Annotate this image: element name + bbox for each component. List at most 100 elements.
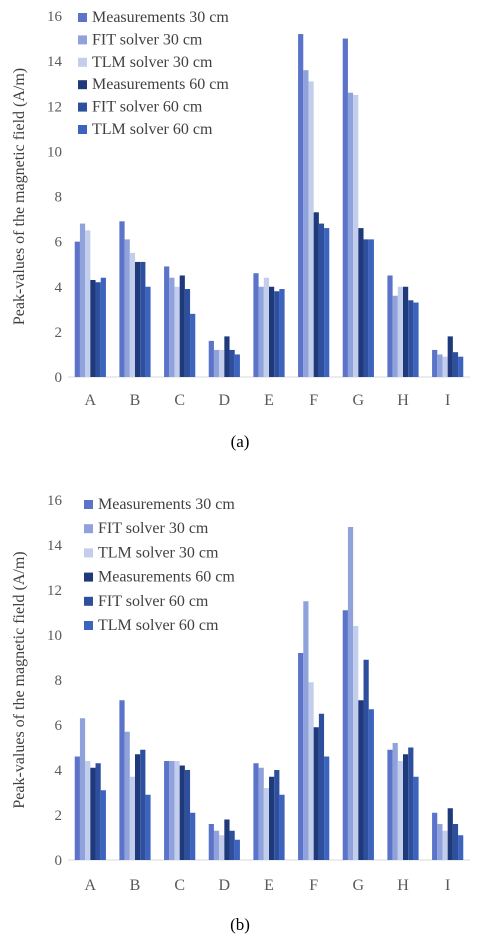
bar-A-series-6 [100, 790, 106, 860]
legend-swatch [84, 524, 93, 534]
x-category-label: H [397, 877, 409, 894]
chart-b: 0 2 4 6 8 10 12 14 16 Peak-values of the magnetic… [11, 493, 470, 934]
bar-E-series-5 [274, 770, 280, 860]
bar-B-series-1 [119, 700, 125, 860]
bar-H-series-4 [403, 754, 409, 860]
legend-swatch [78, 57, 87, 67]
y-tick-label: 6 [55, 718, 63, 734]
bar-A-series-4 [90, 767, 96, 860]
legend-label: FIT solver 60 cm [98, 593, 209, 610]
bar-E-series-6 [279, 794, 285, 860]
bar-A-series-6 [100, 277, 106, 377]
bar-E-series-1 [253, 273, 259, 377]
legend-label: Measurements 30 cm [98, 496, 235, 513]
legend-label: TLM solver 30 cm [92, 54, 213, 71]
y-tick-label: 2 [55, 325, 63, 341]
legend-label: TLM solver 30 cm [98, 544, 219, 561]
bar-G-series-1 [342, 610, 348, 860]
bar-B-series-1 [119, 221, 125, 377]
bar-C-series-3 [174, 286, 180, 377]
bar-H-series-3 [397, 286, 403, 377]
bar-A-series-2 [79, 223, 86, 377]
legend-swatch [84, 621, 93, 630]
legend-swatch [84, 500, 93, 509]
bar-E-series-6 [279, 289, 285, 377]
bar-F-series-1 [298, 653, 304, 860]
bar-H-series-6 [413, 776, 419, 860]
bar-D-series-2 [213, 349, 220, 377]
bar-C-series-6 [190, 313, 196, 377]
x-category-label: A [85, 877, 97, 894]
bar-C-series-1 [164, 761, 170, 860]
x-category-label: H [397, 392, 409, 409]
legend-label: Measurements 60 cm [98, 569, 235, 586]
y-tick-label: 8 [55, 190, 63, 206]
bar-I-series-5 [452, 824, 459, 860]
legend-swatch [78, 13, 87, 22]
bar-G-series-3 [353, 94, 359, 377]
chart-a: 0 2 4 6 8 10 12 14 16 Peak-values of the magnetic… [11, 9, 470, 451]
legend-label: TLM solver 60 cm [92, 121, 213, 138]
bar-E-series-2 [258, 767, 264, 860]
y-tick-label: 4 [55, 763, 63, 779]
bar-F-series-3 [308, 682, 314, 860]
bar-I-series-4 [447, 808, 453, 860]
legend-swatch [78, 35, 87, 45]
x-category-label: I [445, 877, 450, 894]
legend-label: Measurements 60 cm [92, 76, 229, 93]
bar-A-series-5 [95, 282, 101, 377]
bar-B-series-6 [145, 286, 151, 377]
y-tick-label: 10 [47, 144, 62, 160]
x-category-label: E [264, 877, 274, 894]
x-category-label: C [174, 877, 185, 894]
bar-F-series-5 [318, 223, 325, 377]
x-category-label: I [445, 392, 450, 409]
bar-E-series-5 [274, 291, 280, 377]
bar-A-series-1 [74, 756, 80, 860]
bar-D-series-1 [208, 824, 214, 860]
legend-swatch [84, 596, 93, 606]
bar-G-series-4 [358, 700, 364, 860]
bar-G-series-6 [368, 709, 374, 860]
bar-D-series-2 [213, 830, 220, 860]
bar-A-series-5 [95, 763, 101, 860]
bar-C-series-4 [179, 275, 185, 377]
bar-H-series-1 [387, 749, 393, 860]
x-category-label: A [85, 392, 97, 409]
bar-B-series-5 [140, 749, 146, 860]
y-tick-label: 8 [55, 673, 63, 689]
bar-A-series-3 [85, 761, 91, 860]
bar-F-series-2 [303, 601, 309, 860]
y-tick-label: 6 [55, 235, 63, 251]
bar-E-series-4 [269, 776, 275, 860]
bar-H-series-5 [408, 747, 414, 860]
bar-A-series-2 [79, 718, 86, 860]
bar-D-series-5 [229, 349, 235, 377]
bar-D-series-1 [208, 340, 214, 377]
y-tick-label: 4 [55, 280, 63, 296]
bar-F-series-4 [313, 727, 319, 860]
x-category-label: F [309, 877, 318, 894]
bar-B-series-3 [129, 776, 135, 860]
bar-D-series-3 [219, 835, 225, 860]
y-axis-title: Peak-values of the magnetic field (A/m) [11, 68, 28, 325]
bar-I-series-4 [447, 336, 453, 377]
bar-E-series-2 [258, 286, 264, 377]
bar-B-series-2 [124, 731, 130, 860]
y-tick-label: 0 [55, 853, 63, 869]
bar-C-series-2 [169, 277, 175, 377]
x-category-label: C [174, 392, 185, 409]
bar-B-series-6 [145, 794, 151, 860]
bar-D-series-6 [234, 354, 240, 377]
x-category-label: E [264, 392, 274, 409]
legend-swatch [78, 102, 87, 112]
bar-I-series-6 [458, 356, 464, 377]
x-category-label: D [219, 877, 231, 894]
bar-H-series-3 [397, 761, 403, 860]
x-category-label: B [130, 877, 141, 894]
bar-H-series-4 [403, 286, 409, 377]
bar-G-series-2 [347, 92, 354, 378]
bar-B-series-4 [135, 754, 141, 860]
y-tick-label: 10 [47, 628, 62, 644]
bar-E-series-3 [263, 277, 269, 377]
